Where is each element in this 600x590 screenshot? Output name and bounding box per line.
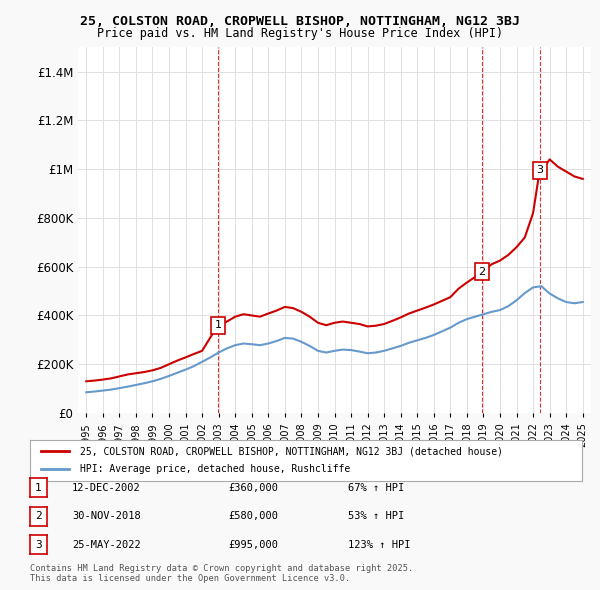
Text: 3: 3 bbox=[536, 165, 543, 175]
Text: 1: 1 bbox=[214, 320, 221, 330]
Text: 123% ↑ HPI: 123% ↑ HPI bbox=[348, 540, 410, 549]
Text: HPI: Average price, detached house, Rushcliffe: HPI: Average price, detached house, Rush… bbox=[80, 464, 350, 474]
Text: Contains HM Land Registry data © Crown copyright and database right 2025.
This d: Contains HM Land Registry data © Crown c… bbox=[30, 563, 413, 583]
Text: 1: 1 bbox=[35, 483, 42, 493]
Text: £995,000: £995,000 bbox=[228, 540, 278, 549]
Text: 2: 2 bbox=[479, 267, 485, 277]
Text: 2: 2 bbox=[35, 512, 42, 521]
Text: £580,000: £580,000 bbox=[228, 512, 278, 521]
Text: £360,000: £360,000 bbox=[228, 483, 278, 493]
Text: 25, COLSTON ROAD, CROPWELL BISHOP, NOTTINGHAM, NG12 3BJ: 25, COLSTON ROAD, CROPWELL BISHOP, NOTTI… bbox=[80, 15, 520, 28]
Text: 53% ↑ HPI: 53% ↑ HPI bbox=[348, 512, 404, 521]
Text: Price paid vs. HM Land Registry's House Price Index (HPI): Price paid vs. HM Land Registry's House … bbox=[97, 27, 503, 40]
Text: 25-MAY-2022: 25-MAY-2022 bbox=[72, 540, 141, 549]
Text: 25, COLSTON ROAD, CROPWELL BISHOP, NOTTINGHAM, NG12 3BJ (detached house): 25, COLSTON ROAD, CROPWELL BISHOP, NOTTI… bbox=[80, 446, 503, 456]
Text: 30-NOV-2018: 30-NOV-2018 bbox=[72, 512, 141, 521]
Text: 3: 3 bbox=[35, 540, 42, 549]
Text: 12-DEC-2002: 12-DEC-2002 bbox=[72, 483, 141, 493]
Text: 67% ↑ HPI: 67% ↑ HPI bbox=[348, 483, 404, 493]
